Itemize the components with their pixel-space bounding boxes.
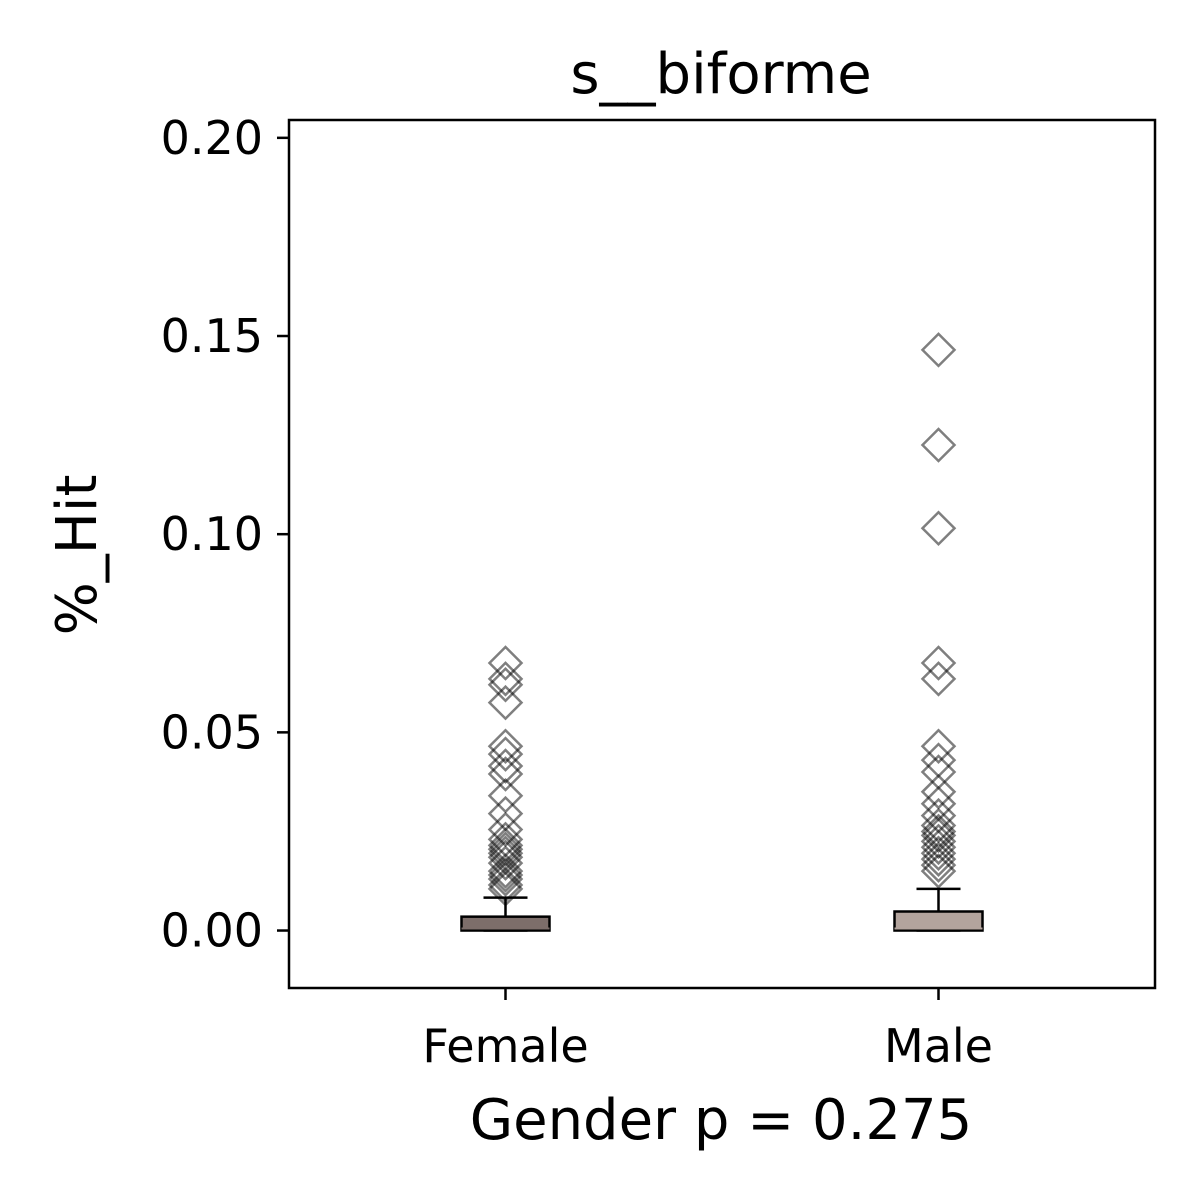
box-female — [460, 915, 551, 932]
outlier-point — [920, 847, 957, 883]
outlier-point — [920, 841, 957, 877]
outlier-point — [487, 736, 524, 772]
outlier-point — [487, 831, 524, 868]
y-axis-label: %_Hit — [45, 475, 110, 636]
outlier-point — [920, 427, 957, 463]
outlier-point — [920, 728, 957, 764]
outlier-point — [920, 332, 957, 368]
outlier-point — [487, 645, 524, 681]
outlier-point — [487, 667, 524, 703]
outlier-point — [920, 645, 957, 681]
outliers-layer — [487, 332, 957, 907]
boxes-layer — [460, 887, 984, 932]
y-tick-label: 0.20 — [161, 111, 263, 165]
outlier-point — [487, 845, 524, 881]
x-tick-label: Male — [884, 1019, 993, 1073]
y-tick-label: 0.05 — [161, 705, 263, 759]
outlier-point — [487, 853, 524, 889]
outlier-point — [920, 829, 957, 866]
outlier-point — [920, 742, 957, 778]
y-tick-label: 0.15 — [161, 309, 263, 363]
outlier-point — [487, 778, 524, 814]
plot-area-frame — [287, 118, 1157, 990]
outlier-point — [487, 867, 524, 903]
outlier-point — [487, 661, 524, 697]
chart-title: s__biforme — [570, 42, 871, 107]
y-tick-label: 0.10 — [161, 507, 263, 561]
outlier-point — [487, 684, 524, 721]
outlier-point — [920, 661, 957, 697]
outlier-point — [487, 857, 524, 893]
x-tick-label: Female — [422, 1019, 588, 1073]
outlier-point — [487, 728, 524, 764]
outlier-point — [487, 871, 524, 907]
outlier-point — [920, 817, 957, 854]
x-axis: Female Male — [422, 988, 993, 1073]
outlier-point — [487, 861, 524, 897]
outlier-point — [920, 835, 957, 872]
x-axis-label: Gender p = 0.275 — [470, 1088, 973, 1153]
box-male — [893, 910, 984, 932]
outlier-point — [920, 853, 957, 889]
outlier-point — [487, 756, 524, 792]
outlier-point — [920, 774, 957, 810]
y-tick-label: 0.00 — [161, 904, 263, 958]
y-axis: 0.00 0.05 0.10 0.15 0.20 — [161, 111, 289, 958]
outlier-point — [920, 510, 957, 547]
outlier-point — [487, 748, 524, 784]
outlier-point — [920, 823, 957, 860]
